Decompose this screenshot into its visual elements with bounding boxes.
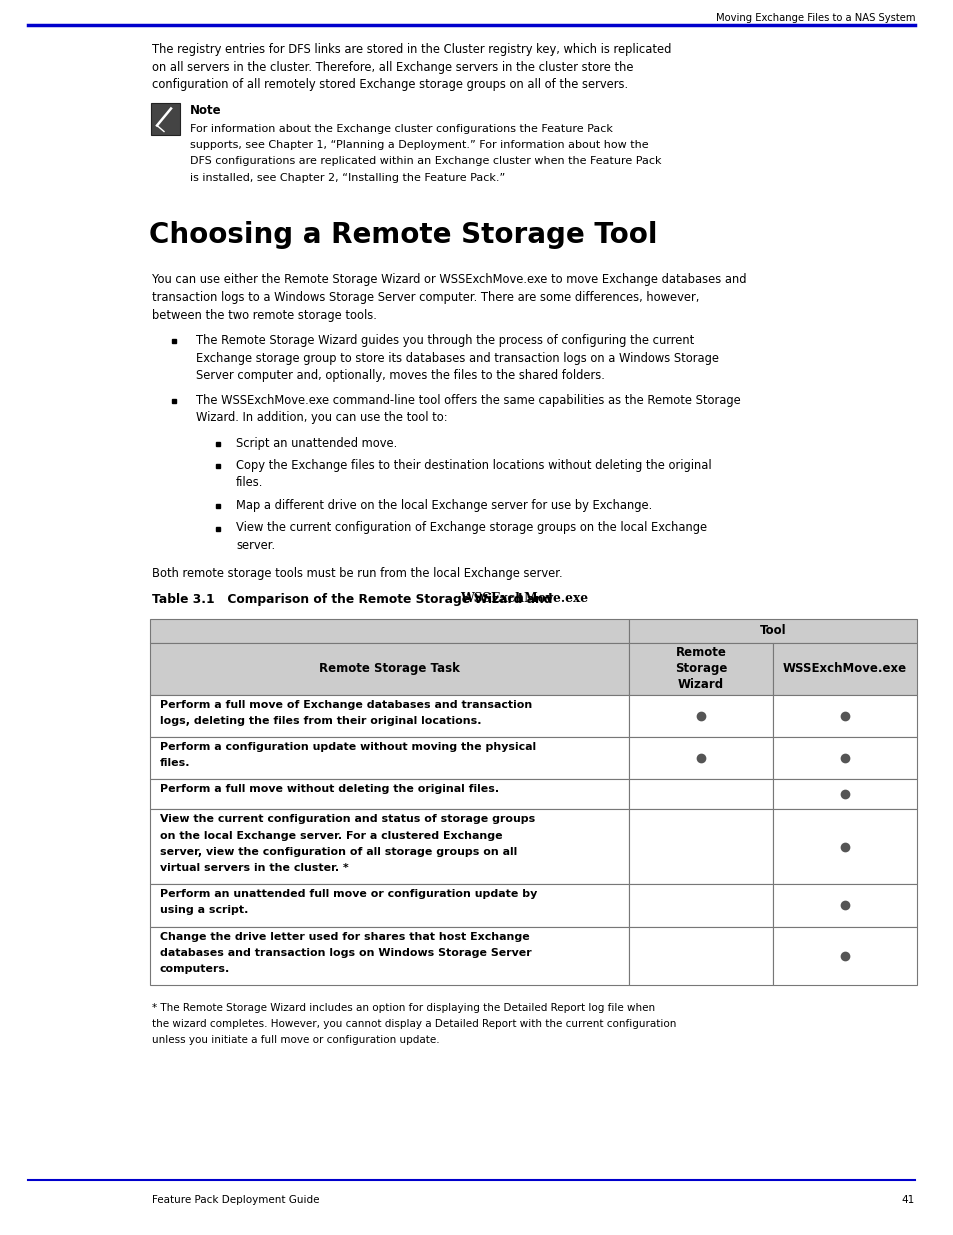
FancyBboxPatch shape: [629, 619, 916, 642]
FancyBboxPatch shape: [772, 779, 916, 809]
Text: databases and transaction logs on Windows Storage Server: databases and transaction logs on Window…: [160, 947, 531, 957]
FancyBboxPatch shape: [772, 694, 916, 737]
FancyBboxPatch shape: [772, 737, 916, 779]
Text: Exchange storage group to store its databases and transaction logs on a Windows : Exchange storage group to store its data…: [195, 352, 719, 364]
Text: The Remote Storage Wizard guides you through the process of configuring the curr: The Remote Storage Wizard guides you thr…: [195, 333, 694, 347]
Text: For information about the Exchange cluster configurations the Feature Pack: For information about the Exchange clust…: [190, 124, 612, 133]
Text: Both remote storage tools must be run from the local Exchange server.: Both remote storage tools must be run fr…: [152, 567, 562, 579]
FancyBboxPatch shape: [150, 809, 629, 884]
FancyBboxPatch shape: [629, 884, 772, 926]
Text: Perform a full move without deleting the original files.: Perform a full move without deleting the…: [160, 784, 498, 794]
Text: unless you initiate a full move or configuration update.: unless you initiate a full move or confi…: [152, 1035, 439, 1045]
Text: on the local Exchange server. For a clustered Exchange: on the local Exchange server. For a clus…: [160, 830, 502, 841]
Text: between the two remote storage tools.: between the two remote storage tools.: [152, 309, 376, 321]
FancyBboxPatch shape: [150, 619, 629, 642]
FancyBboxPatch shape: [150, 642, 629, 694]
Text: is installed, see Chapter 2, “Installing the Feature Pack.”: is installed, see Chapter 2, “Installing…: [190, 173, 505, 183]
FancyBboxPatch shape: [629, 779, 772, 809]
FancyBboxPatch shape: [150, 884, 629, 926]
FancyBboxPatch shape: [629, 926, 772, 986]
FancyBboxPatch shape: [150, 779, 629, 809]
Text: files.: files.: [160, 758, 191, 768]
FancyBboxPatch shape: [772, 809, 916, 884]
FancyBboxPatch shape: [150, 926, 629, 986]
Text: Perform a full move of Exchange databases and transaction: Perform a full move of Exchange database…: [160, 699, 532, 709]
FancyBboxPatch shape: [629, 642, 772, 694]
Text: Server computer and, optionally, moves the files to the shared folders.: Server computer and, optionally, moves t…: [195, 369, 604, 382]
Text: Perform a configuration update without moving the physical: Perform a configuration update without m…: [160, 742, 536, 752]
Text: The registry entries for DFS links are stored in the Cluster registry key, which: The registry entries for DFS links are s…: [152, 43, 671, 56]
Text: Perform an unattended full move or configuration update by: Perform an unattended full move or confi…: [160, 889, 537, 899]
Text: Table 3.1   Comparison of the Remote Storage Wizard and: Table 3.1 Comparison of the Remote Stora…: [152, 593, 557, 605]
Text: Change the drive letter used for shares that host Exchange: Change the drive letter used for shares …: [160, 931, 529, 941]
Text: Tool: Tool: [760, 624, 785, 637]
Text: server.: server.: [235, 538, 274, 552]
Text: Wizard. In addition, you can use the tool to:: Wizard. In addition, you can use the too…: [195, 411, 447, 424]
FancyBboxPatch shape: [629, 694, 772, 737]
FancyBboxPatch shape: [150, 694, 629, 737]
Text: WSSExchMove.exe: WSSExchMove.exe: [782, 662, 906, 676]
Text: DFS configurations are replicated within an Exchange cluster when the Feature Pa: DFS configurations are replicated within…: [190, 157, 660, 167]
Text: virtual servers in the cluster. *: virtual servers in the cluster. *: [160, 863, 348, 873]
Text: computers.: computers.: [160, 963, 230, 974]
Text: Moving Exchange Files to a NAS System: Moving Exchange Files to a NAS System: [715, 14, 914, 23]
Text: The WSSExchMove.exe command-line tool offers the same capabilities as the Remote: The WSSExchMove.exe command-line tool of…: [195, 394, 740, 406]
Text: the wizard completes. However, you cannot display a Detailed Report with the cur: the wizard completes. However, you canno…: [152, 1019, 676, 1029]
Text: files.: files.: [235, 477, 263, 489]
FancyBboxPatch shape: [629, 809, 772, 884]
Text: Choosing a Remote Storage Tool: Choosing a Remote Storage Tool: [149, 221, 657, 249]
Text: View the current configuration and status of storage groups: View the current configuration and statu…: [160, 814, 535, 824]
Text: Remote Storage Task: Remote Storage Task: [319, 662, 459, 676]
Text: WSSExchMove.exe: WSSExchMove.exe: [459, 593, 587, 605]
FancyBboxPatch shape: [772, 642, 916, 694]
Text: Map a different drive on the local Exchange server for use by Exchange.: Map a different drive on the local Excha…: [235, 499, 652, 513]
Text: Feature Pack Deployment Guide: Feature Pack Deployment Guide: [152, 1195, 319, 1205]
Text: View the current configuration of Exchange storage groups on the local Exchange: View the current configuration of Exchan…: [235, 521, 706, 535]
Text: * The Remote Storage Wizard includes an option for displaying the Detailed Repor: * The Remote Storage Wizard includes an …: [152, 1003, 655, 1013]
FancyBboxPatch shape: [772, 884, 916, 926]
Text: transaction logs to a Windows Storage Server computer. There are some difference: transaction logs to a Windows Storage Se…: [152, 291, 699, 304]
FancyBboxPatch shape: [772, 926, 916, 986]
Text: 41: 41: [901, 1195, 914, 1205]
FancyBboxPatch shape: [150, 737, 629, 779]
Text: Copy the Exchange files to their destination locations without deleting the orig: Copy the Exchange files to their destina…: [235, 459, 711, 472]
Text: configuration of all remotely stored Exchange storage groups on all of the serve: configuration of all remotely stored Exc…: [152, 78, 627, 91]
Text: Note: Note: [190, 104, 221, 116]
Text: You can use either the Remote Storage Wizard or WSSExchMove.exe to move Exchange: You can use either the Remote Storage Wi…: [152, 273, 745, 287]
Text: Remote
Storage
Wizard: Remote Storage Wizard: [674, 646, 726, 692]
FancyBboxPatch shape: [629, 737, 772, 779]
Text: supports, see Chapter 1, “Planning a Deployment.” For information about how the: supports, see Chapter 1, “Planning a Dep…: [190, 140, 648, 149]
Text: server, view the configuration of all storage groups on all: server, view the configuration of all st…: [160, 847, 517, 857]
Text: logs, deleting the files from their original locations.: logs, deleting the files from their orig…: [160, 716, 481, 726]
Text: on all servers in the cluster. Therefore, all Exchange servers in the cluster st: on all servers in the cluster. Therefore…: [152, 61, 633, 74]
Text: using a script.: using a script.: [160, 905, 248, 915]
FancyBboxPatch shape: [151, 103, 180, 135]
Text: Script an unattended move.: Script an unattended move.: [235, 436, 396, 450]
